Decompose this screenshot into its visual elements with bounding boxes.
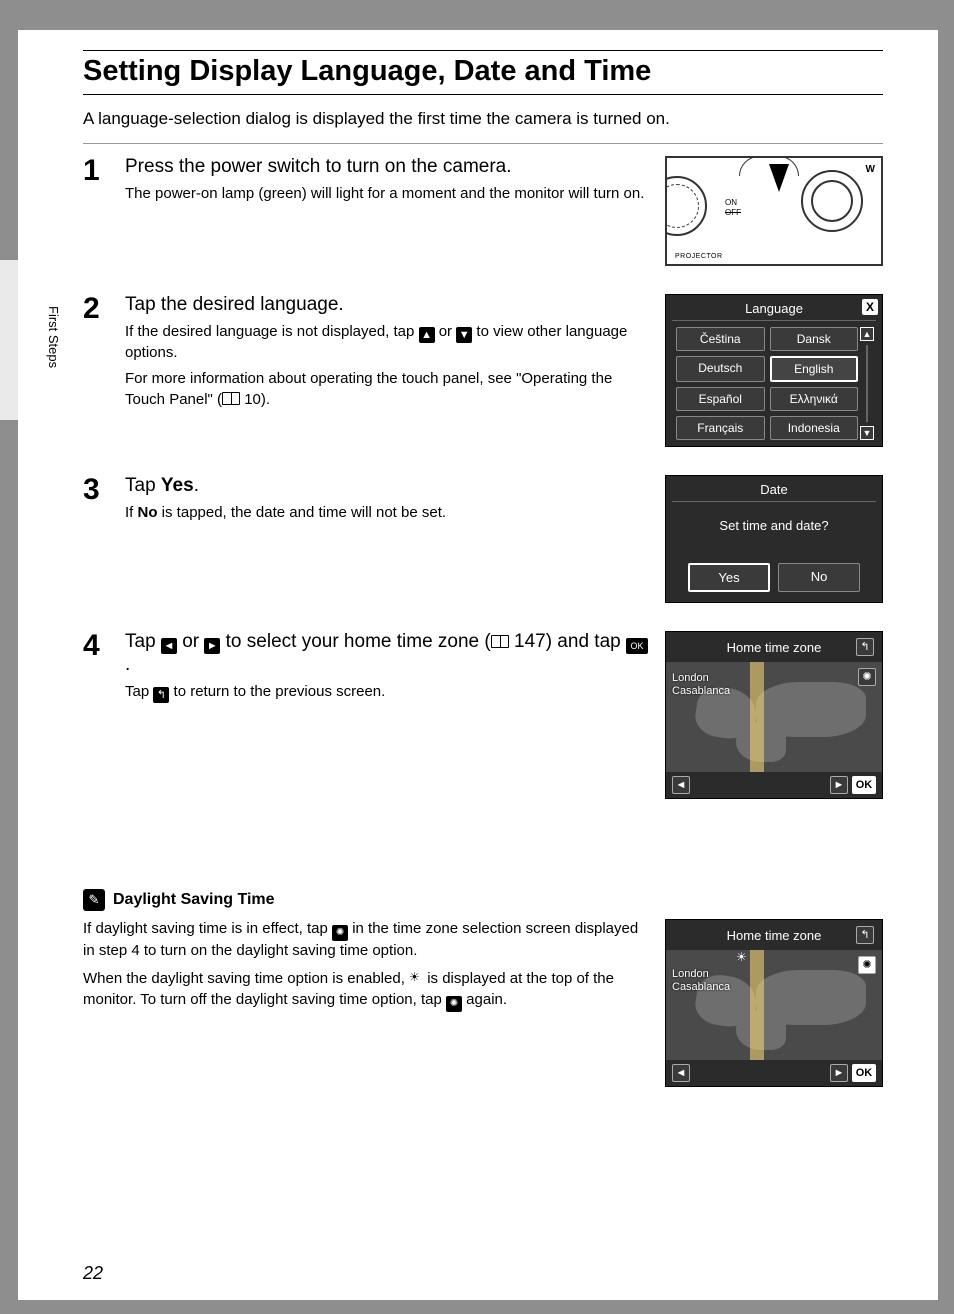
dst-note: ✎ Daylight Saving Time If daylight savin…	[83, 889, 883, 1087]
step-3: 3 Tap Yes. If No is tapped, the date and…	[83, 475, 883, 603]
world-map: London Casablanca	[666, 662, 882, 772]
step-text: If No is tapped, the date and time will …	[125, 503, 653, 523]
step-text: Tap ↰ to return to the previous screen.	[125, 682, 653, 703]
screen-title: Home time zone	[692, 640, 856, 655]
timezone-strip	[750, 662, 764, 772]
w-label: W	[866, 164, 875, 175]
back-icon[interactable]: ↰	[856, 926, 874, 944]
off-label: OFF	[725, 208, 741, 217]
step-2: 2 Tap the desired language. If the desir…	[83, 294, 883, 447]
right-arrow-icon: ►	[204, 638, 220, 654]
prompt-text: Set time and date?	[672, 508, 876, 563]
on-label: ON	[725, 198, 737, 207]
manual-ref-icon	[491, 635, 509, 648]
right-arrow-icon[interactable]: ►	[830, 776, 848, 794]
lang-option-selected[interactable]: English	[770, 356, 859, 382]
page-number: 22	[83, 1263, 103, 1284]
screen-title: Home time zone	[692, 928, 856, 943]
back-icon: ↰	[153, 687, 169, 703]
step-text: If the desired language is not displayed…	[125, 322, 653, 363]
ok-button[interactable]: OK	[852, 1064, 876, 1082]
step-title: Tap the desired language.	[125, 294, 653, 316]
scroll-down-icon[interactable]: ▼	[860, 426, 874, 440]
step-title: Tap Yes.	[125, 475, 653, 497]
step-number: 3	[83, 475, 113, 505]
language-screen: Language X Čeština Dansk Deutsch English…	[665, 294, 883, 447]
step-number: 1	[83, 156, 113, 186]
camera-illustration: ON OFF PROJECTOR W	[665, 156, 883, 266]
step-number: 4	[83, 631, 113, 661]
manual-page: First Steps Setting Display Language, Da…	[18, 30, 938, 1300]
dst-icon[interactable]: ✺	[858, 956, 876, 974]
city-label: London Casablanca	[672, 968, 730, 994]
step-text: The power-on lamp (green) will light for…	[125, 184, 653, 204]
screen-title: Date	[672, 482, 876, 502]
ok-icon: OK	[626, 638, 648, 654]
left-arrow-icon[interactable]: ◄	[672, 1064, 690, 1082]
lang-option[interactable]: Deutsch	[676, 356, 765, 382]
step-text: For more information about operating the…	[125, 369, 653, 410]
step-4: 4 Tap ◄ or ► to select your home time zo…	[83, 631, 883, 799]
ok-button[interactable]: OK	[852, 776, 876, 794]
step-number: 2	[83, 294, 113, 324]
up-arrow-icon: ▲	[419, 327, 435, 343]
dst-toggle-icon: ✺	[332, 925, 348, 941]
timezone-screen: Home time zone ↰ London Casablanca ✺ ◄	[665, 631, 883, 799]
page-title: Setting Display Language, Date and Time	[83, 55, 883, 95]
scrollbar[interactable]	[866, 345, 868, 422]
scroll-up-icon[interactable]: ▲	[860, 327, 874, 341]
section-label: First Steps	[46, 306, 61, 368]
dst-indicator-icon: ☀	[736, 950, 747, 964]
note-icon: ✎	[83, 889, 105, 911]
dst-indicator-icon	[409, 971, 423, 985]
lang-option[interactable]: Dansk	[770, 327, 859, 351]
left-arrow-icon: ◄	[161, 638, 177, 654]
date-screen: Date Set time and date? Yes No	[665, 475, 883, 603]
screen-title: Language X	[672, 301, 876, 321]
power-arrow-icon	[769, 164, 789, 192]
step-title: Press the power switch to turn on the ca…	[125, 156, 653, 178]
city-label: London Casablanca	[672, 672, 730, 698]
back-icon[interactable]: ↰	[856, 638, 874, 656]
step-title: Tap ◄ or ► to select your home time zone…	[125, 631, 653, 676]
lang-option[interactable]: Ελληνικά	[770, 387, 859, 411]
step-1: 1 Press the power switch to turn on the …	[83, 156, 883, 266]
manual-ref-icon	[222, 392, 240, 405]
dst-icon[interactable]: ✺	[858, 668, 876, 686]
world-map: ☀ London Casablanca	[666, 950, 882, 1060]
note-title: Daylight Saving Time	[113, 891, 275, 909]
down-arrow-icon: ▼	[456, 327, 472, 343]
yes-button[interactable]: Yes	[688, 563, 770, 592]
timezone-strip	[750, 950, 764, 1060]
left-arrow-icon[interactable]: ◄	[672, 776, 690, 794]
note-text: If daylight saving time is in effect, ta…	[83, 919, 651, 1020]
right-arrow-icon[interactable]: ►	[830, 1064, 848, 1082]
lang-option[interactable]: Čeština	[676, 327, 765, 351]
lang-option[interactable]: Français	[676, 416, 765, 440]
rule	[83, 143, 883, 144]
close-icon[interactable]: X	[862, 299, 878, 315]
projector-label: PROJECTOR	[675, 253, 723, 260]
lang-option[interactable]: Español	[676, 387, 765, 411]
no-button[interactable]: No	[778, 563, 860, 592]
dst-toggle-icon: ✺	[446, 996, 462, 1012]
rule	[83, 50, 883, 51]
timezone-screen-dst: Home time zone ↰ ☀ London Casablanca ✺	[665, 919, 883, 1087]
language-grid: Čeština Dansk Deutsch English Español Ελ…	[672, 327, 876, 440]
lang-option[interactable]: Indonesia	[770, 416, 859, 440]
intro-text: A language-selection dialog is displayed…	[83, 109, 883, 129]
